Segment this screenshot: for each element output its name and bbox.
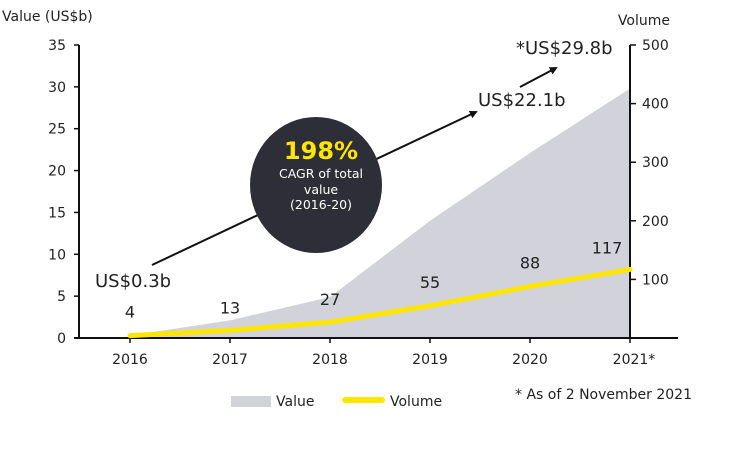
legend-label-value: Value — [276, 394, 314, 410]
right-tick-label: 200 — [642, 214, 669, 230]
start-value-label: US$0.3b — [95, 271, 171, 292]
left-tick-label: 10 — [48, 247, 66, 263]
legend-swatch-value — [231, 396, 271, 407]
growth-arrow-2021 — [520, 68, 556, 87]
left-tick-label: 20 — [48, 164, 66, 180]
volume-data-label: 88 — [520, 253, 540, 272]
volume-data-label: 13 — [220, 298, 240, 317]
volume-data-label: 27 — [320, 290, 340, 309]
x-tick-label: 2016 — [112, 352, 148, 368]
volume-data-label: 4 — [125, 303, 135, 322]
cagr-line2: value — [304, 182, 338, 197]
value-2021-label: *US$29.8b — [516, 38, 613, 59]
cagr-value: 198% — [284, 137, 358, 165]
left-axis-label: Value (US$b) — [2, 9, 93, 25]
right-tick-label: 400 — [642, 97, 669, 113]
cagr-line3: (2016-20) — [290, 197, 352, 212]
legend: Value Volume — [231, 394, 442, 410]
right-tick-label: 300 — [642, 155, 669, 171]
left-tick-label: 30 — [48, 80, 66, 96]
right-axis-label: Volume — [618, 13, 670, 29]
legend-swatch-volume — [342, 397, 385, 403]
x-tick-label: 2019 — [412, 352, 448, 368]
left-tick-label: 15 — [48, 205, 66, 221]
left-tick-label: 35 — [48, 38, 66, 54]
left-tick-label: 5 — [57, 289, 66, 305]
value-2020-label: US$22.1b — [478, 90, 566, 111]
value-area — [130, 89, 630, 338]
x-tick-label: 2020 — [512, 352, 548, 368]
right-tick-label: 100 — [642, 272, 669, 288]
x-tick-label: 2021* — [613, 352, 656, 368]
left-tick-label: 25 — [48, 122, 66, 138]
right-tick-label: 500 — [642, 38, 669, 54]
cagr-line1: CAGR of total — [279, 166, 363, 181]
legend-label-volume: Volume — [390, 394, 442, 410]
x-tick-label: 2017 — [212, 352, 248, 368]
volume-data-label: 117 — [592, 238, 623, 257]
left-tick-label: 0 — [57, 331, 66, 347]
cagr-circle: 198% CAGR of total value (2016-20) — [250, 117, 382, 253]
footnote: * As of 2 November 2021 — [515, 387, 692, 403]
x-tick-label: 2018 — [312, 352, 348, 368]
volume-data-label: 55 — [420, 273, 440, 292]
